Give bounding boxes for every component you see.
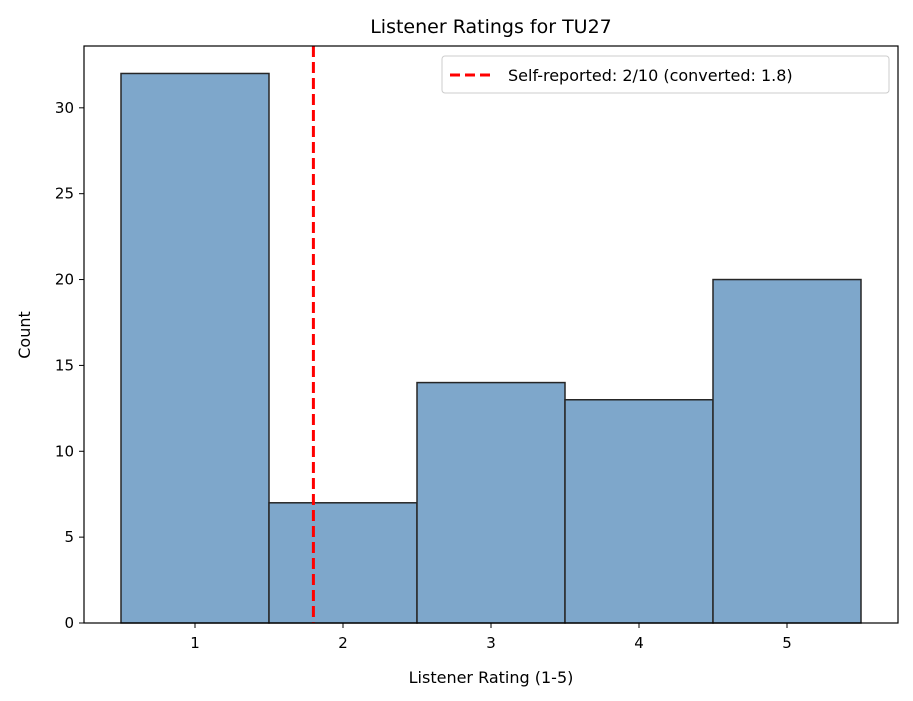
x-tick-label: 1 <box>190 634 200 652</box>
legend: Self-reported: 2/10 (converted: 1.8) <box>441 55 890 94</box>
bars-layer <box>120 72 862 624</box>
y-tick-label: 25 <box>55 185 74 203</box>
x-tick-label: 4 <box>634 634 644 652</box>
bar-rating-2 <box>268 502 418 624</box>
legend-box <box>441 55 890 94</box>
x-tick-label: 2 <box>338 634 348 652</box>
bar-rating-4 <box>564 399 714 624</box>
ticks-layer: 1 2 3 4 5 0 5 10 15 20 25 30 <box>55 99 792 652</box>
y-tick-label: 15 <box>55 356 74 374</box>
bar-rating-1 <box>120 72 270 624</box>
bar-rating-3 <box>416 381 566 624</box>
chart-title: Listener Ratings for TU27 <box>370 16 612 38</box>
x-axis-title: Listener Rating (1-5) <box>409 668 574 687</box>
bar-rating-5 <box>712 278 862 624</box>
y-tick-label: 0 <box>64 614 74 632</box>
y-tick-label: 10 <box>55 442 74 460</box>
y-tick-label: 30 <box>55 99 74 117</box>
legend-entry-label: Self-reported: 2/10 (converted: 1.8) <box>508 66 793 85</box>
x-tick-label: 5 <box>782 634 792 652</box>
y-tick-label: 5 <box>64 528 74 546</box>
y-tick-label: 20 <box>55 271 74 289</box>
x-tick-label: 3 <box>486 634 496 652</box>
y-axis-title: Count <box>15 311 34 359</box>
